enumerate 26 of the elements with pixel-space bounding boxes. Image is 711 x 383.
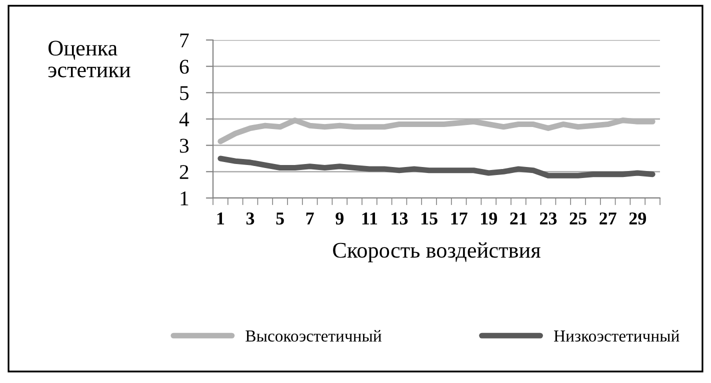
x-tick-label: 27 [600,212,616,224]
x-tick-label: 25 [570,212,586,225]
y-tick-label: 5 [180,86,189,100]
y-tick-label: 7 [180,34,189,48]
y-tick-label: 6 [180,60,189,74]
y-tick-label: 2 [180,165,188,179]
x-tick-label: 9 [336,212,344,225]
x-tick-label: 1 [217,212,224,224]
legend-label: Высокоэстетичный [246,330,382,342]
x-tick-label: 19 [481,212,498,225]
x-tick-label: 15 [421,212,438,225]
y-tick-label: 4 [179,112,190,126]
x-axis-title: Скорость воздействия [333,242,540,262]
legend-label: Низкоэстетичный [554,330,680,342]
x-tick-label: 5 [276,212,284,225]
y-tick-label: 1 [180,191,188,206]
x-tick-label: 13 [392,212,408,225]
x-tick-label: 7 [306,212,314,224]
x-tick-label: 21 [510,212,527,224]
x-tick-label: 17 [451,212,468,224]
y-axis-title: Оценка эстетики [48,40,130,78]
x-tick-label: 11 [362,212,378,224]
x-tick-label: 3 [246,212,254,225]
x-tick-label: 23 [540,212,557,225]
x-tick-label: 29 [629,212,646,225]
y-tick-label: 3 [180,138,189,153]
